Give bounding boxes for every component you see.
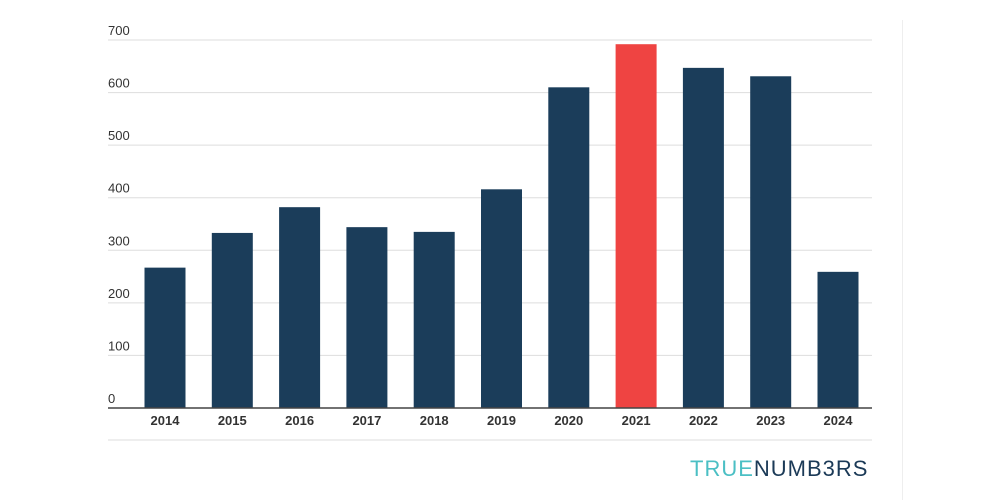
- brand-logo-part-b: NUMB3RS: [753, 456, 869, 481]
- bar-2014: [144, 267, 186, 408]
- bar-2016: [279, 207, 321, 408]
- bar-2019: [481, 189, 522, 408]
- x-tick-label-2019: 2019: [487, 413, 516, 428]
- bar-2018: [413, 231, 455, 408]
- y-tick-label-300: 300: [108, 233, 130, 248]
- y-axis-tick-labels: 0 100 200 300 400 500 600 700: [108, 23, 130, 406]
- bar-2023: [750, 76, 792, 408]
- bar-2017: [346, 227, 388, 408]
- bar-2022: [682, 67, 724, 408]
- x-tick-label-2017: 2017: [352, 413, 381, 428]
- x-tick-label-2015: 2015: [218, 413, 247, 428]
- y-tick-label-0: 0: [108, 391, 115, 406]
- bar-2020: [548, 87, 590, 409]
- y-tick-label-500: 500: [108, 128, 130, 143]
- y-tick-label-100: 100: [108, 338, 130, 353]
- x-tick-label-2014: 2014: [151, 413, 181, 428]
- y-tick-label-700: 700: [108, 23, 130, 38]
- bar-2021: [615, 44, 657, 408]
- x-tick-label-2022: 2022: [689, 413, 718, 428]
- right-divider: [902, 20, 903, 500]
- bars: [144, 44, 859, 409]
- x-axis-tick-labels: 2014 2015 2016 2017 2018 2019 2020 2021 2022 2023…: [151, 413, 854, 428]
- x-tick-label-2018: 2018: [420, 413, 449, 428]
- bar-2024: [817, 271, 859, 408]
- y-tick-label-600: 600: [108, 76, 130, 91]
- x-tick-label-2021: 2021: [622, 413, 651, 428]
- brand-logo: TRUENUMB3RS: [690, 456, 868, 482]
- brand-logo-part-a: TRUE: [690, 456, 754, 481]
- bar-2015: [211, 232, 253, 408]
- x-tick-label-2016: 2016: [285, 413, 314, 428]
- x-tick-label-2023: 2023: [756, 413, 785, 428]
- y-tick-label-400: 400: [108, 181, 130, 196]
- x-tick-label-2020: 2020: [554, 413, 583, 428]
- x-tick-label-2024: 2024: [824, 413, 854, 428]
- y-tick-label-200: 200: [108, 286, 130, 301]
